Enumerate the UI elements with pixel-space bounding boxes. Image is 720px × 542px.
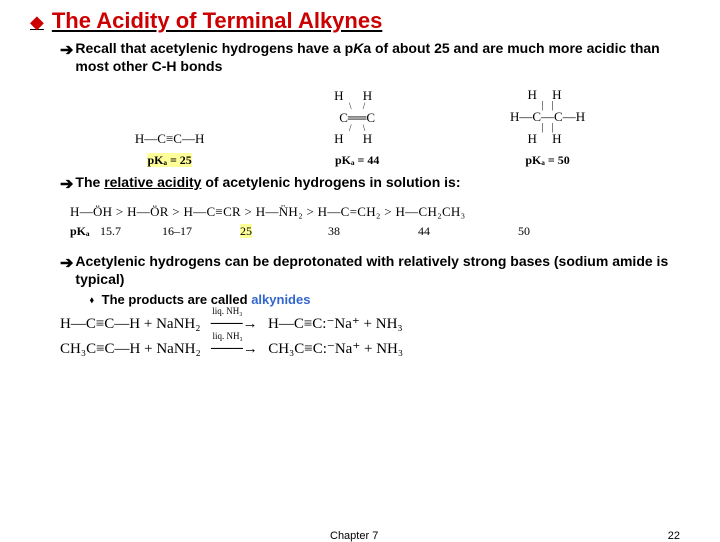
bullet-2-text: The relative acidity of acetylenic hydro… xyxy=(75,174,460,192)
bullet-1-text: Recall that acetylenic hydrogens have a … xyxy=(75,40,690,75)
sub-bullet-text: The products are called alkynides xyxy=(102,292,311,308)
diamond-bullet: ◆ xyxy=(30,12,44,33)
v2: 16–17 xyxy=(162,224,240,239)
pka1: pKₐ = 25 xyxy=(147,153,191,167)
acidity-series: H—ÖH > H—ÖR > H—C≡CR > H—N̈H₂ > H—C=CH₂ … xyxy=(70,204,660,220)
m2h2: H H xyxy=(334,131,380,147)
page-number: 22 xyxy=(668,530,680,542)
figure-1: H—C≡C—H pKₐ = 25 H H \ / C══C / \ H H pK… xyxy=(70,87,650,168)
sub-bullet-marker: ⬪ xyxy=(90,292,94,308)
sub-bullet-1: ⬪ The products are called alkynides xyxy=(90,292,690,308)
arrow-icon: ➔ xyxy=(60,174,73,194)
r2a: CH₃C≡C—H + NaNH₂ xyxy=(60,341,201,357)
pka2: pKₐ = 44 xyxy=(335,153,379,167)
v3: 25 xyxy=(240,224,252,238)
r1b: H—C≡C:⁻Na⁺ + NH₃ xyxy=(268,316,403,332)
pka-values-row: pKₐ 15.7 16–17 25 38 44 50 xyxy=(70,224,660,239)
arrow-icon: ───→ xyxy=(211,316,258,332)
arrow-icon: ➔ xyxy=(60,40,73,60)
bullet-3: ➔ Acetylenic hydrogens can be deprotonat… xyxy=(60,253,690,288)
r2b: CH₃C≡C:⁻Na⁺ + NH₃ xyxy=(268,341,403,357)
s1a: The products are called xyxy=(102,292,252,307)
pkalbl: pKₐ xyxy=(70,224,90,238)
b2a: The xyxy=(75,174,104,190)
molecule-acetylene: H—C≡C—H pKₐ = 25 xyxy=(135,95,204,168)
reaction-1: H—C≡C—H + NaNH₂ liq. NH₃ ───→ H—C≡C:⁻Na⁺… xyxy=(60,314,660,333)
v4: 38 xyxy=(328,224,418,239)
r1a: H—C≡C—H + NaNH₂ xyxy=(60,316,200,332)
v5: 44 xyxy=(418,224,518,239)
title-row: ◆ The Acidity of Terminal Alkynes xyxy=(30,8,690,34)
v1: 15.7 xyxy=(100,224,162,239)
chapter-label: Chapter 7 xyxy=(330,530,378,542)
reaction-2: CH₃C≡C—H + NaNH₂ liq. NH₃ ───→ CH₃C≡C:⁻N… xyxy=(60,339,660,358)
bullet-2: ➔ The relative acidity of acetylenic hyd… xyxy=(60,174,690,194)
bullet-3-text: Acetylenic hydrogens can be deprotonated… xyxy=(75,253,690,288)
s1b: alkynides xyxy=(251,292,310,307)
v6: 50 xyxy=(518,224,530,239)
cond2: liq. NH₃ xyxy=(212,331,242,341)
m1: H—C≡C—H xyxy=(135,131,204,147)
page-title: The Acidity of Terminal Alkynes xyxy=(52,8,382,34)
b2c: of acetylenic hydrogens in solution is: xyxy=(201,174,460,190)
b1b: K xyxy=(353,40,363,56)
arrow-icon: ➔ xyxy=(60,253,73,273)
pka3: pKₐ = 50 xyxy=(525,153,569,167)
arrow-icon: ───→ xyxy=(211,341,258,357)
figure-2: H—ÖH > H—ÖR > H—C≡CR > H—N̈H₂ > H—C=CH₂ … xyxy=(70,204,660,239)
m3b: H H xyxy=(510,131,585,147)
bullet-1: ➔ Recall that acetylenic hydrogens have … xyxy=(60,40,690,75)
molecule-ethane: H H | | H—C—C—H | | H H pKₐ = 50 xyxy=(510,87,585,168)
b1a: Recall that acetylenic hydrogens have a … xyxy=(75,40,353,56)
b2b: relative acidity xyxy=(104,174,201,190)
cond1: liq. NH₃ xyxy=(212,306,242,316)
molecule-ethylene: H H \ / C══C / \ H H pKₐ = 44 xyxy=(334,88,380,168)
